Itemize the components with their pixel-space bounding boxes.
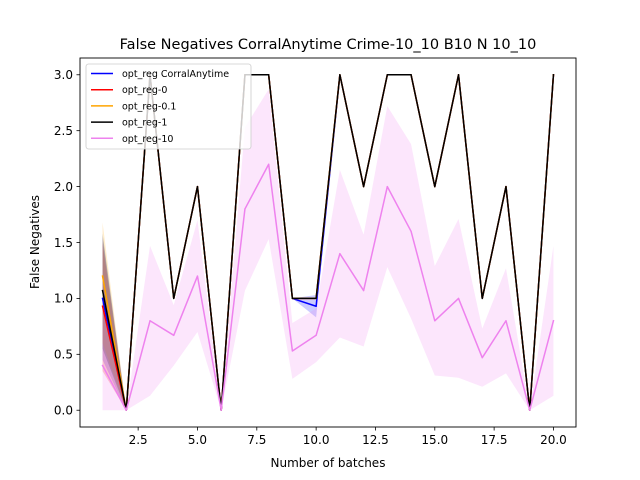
data-point: [101, 275, 104, 277]
y-tick-label: 2.0: [54, 180, 73, 194]
data-point: [505, 185, 507, 188]
legend-item: opt_reg-1: [91, 118, 167, 129]
data-point: [196, 185, 199, 188]
x-tick-label: 12.5: [362, 433, 389, 447]
data-point: [363, 289, 365, 292]
legend-item: opt_reg CorralAnytime: [91, 69, 229, 80]
data-point: [434, 320, 436, 322]
legend-item: opt_reg-0: [91, 85, 167, 96]
data-point: [315, 334, 317, 336]
data-point: [457, 297, 460, 300]
x-axis-ticks: 2.5 5.0 7.5 10.0 12.5 15.0 17.5 20.0: [129, 427, 567, 447]
legend-item: opt_reg-10: [91, 134, 173, 145]
legend-label: opt_reg CorralAnytime: [122, 69, 229, 80]
chart-title: False Negatives CorralAnytime Crime-10_1…: [120, 37, 537, 53]
legend-label: opt_reg-0: [122, 85, 167, 96]
data-point: [363, 185, 365, 188]
x-tick-label: 10.0: [303, 433, 330, 447]
x-tick-label: 2.5: [129, 433, 148, 447]
x-tick-label: 20.0: [540, 433, 567, 447]
data-point: [505, 320, 507, 322]
data-point: [481, 357, 483, 359]
data-point: [434, 185, 436, 188]
legend-label: opt_reg-0.1: [122, 101, 176, 112]
legend-label: opt_reg-10: [122, 134, 173, 145]
data-point: [457, 74, 460, 76]
x-axis-label: Number of batches: [271, 456, 386, 470]
series-line-4: [101, 163, 555, 411]
legend-item: opt_reg-0.1: [91, 101, 176, 112]
y-tick-label: 0.0: [54, 404, 73, 418]
data-point: [386, 185, 388, 188]
series-band-4: [102, 89, 554, 411]
legend: opt_reg CorralAnytime opt_reg-0 opt_reg-0.…: [85, 63, 252, 150]
data-point: [173, 297, 175, 300]
data-point: [552, 74, 555, 76]
x-tick-label: 5.0: [188, 433, 207, 447]
series-line-3: [101, 73, 555, 411]
data-point: [268, 163, 270, 165]
data-point: [101, 305, 104, 307]
data-point: [552, 320, 555, 322]
confidence-bands: [102, 74, 554, 411]
data-point: [386, 74, 388, 76]
data-point: [196, 275, 199, 277]
data-point: [268, 74, 270, 76]
data-point: [410, 74, 412, 76]
data-point: [291, 350, 293, 352]
data-point: [410, 230, 412, 232]
data-point: [315, 297, 317, 300]
data-point: [125, 409, 127, 411]
data-point: [481, 297, 483, 300]
x-tick-label: 15.0: [421, 433, 448, 447]
data-point: [101, 289, 104, 292]
y-tick-label: 1.0: [54, 292, 73, 306]
x-tick-label: 17.5: [481, 433, 508, 447]
series-4: [101, 163, 555, 411]
data-point: [339, 74, 341, 76]
data-point: [173, 334, 175, 336]
y-tick-label: 0.5: [54, 348, 73, 362]
data-point: [101, 297, 104, 300]
data-point: [339, 253, 341, 255]
data-point: [244, 208, 246, 210]
y-axis-ticks: 0.0 0.5 1.0 1.5 2.0 2.5 3.0: [54, 68, 80, 418]
legend-label: opt_reg-1: [122, 118, 167, 129]
data-point: [315, 305, 317, 307]
data-point: [529, 409, 531, 411]
data-point: [220, 409, 222, 411]
x-tick-label: 7.5: [247, 433, 266, 447]
y-tick-label: 3.0: [54, 68, 73, 82]
data-point: [101, 364, 104, 367]
data-point: [291, 297, 293, 300]
series-lines: [101, 73, 555, 411]
y-tick-label: 2.5: [54, 124, 73, 138]
legend-box: [85, 63, 252, 150]
y-tick-label: 1.5: [54, 236, 73, 250]
data-point: [149, 320, 151, 322]
y-axis-label: False Negatives: [28, 195, 42, 289]
